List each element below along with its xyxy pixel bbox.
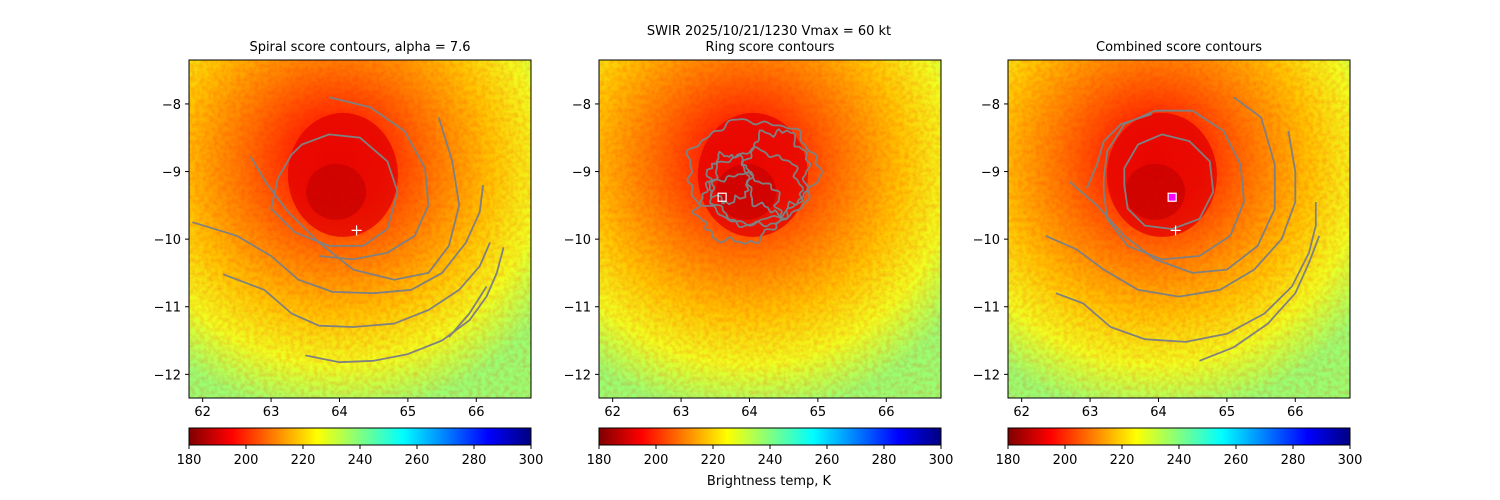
score-contour	[1199, 235, 1321, 362]
y-tick-label: −9	[572, 166, 591, 181]
x-tick-label: 66	[1287, 405, 1304, 420]
colorbar-tick-label: 260	[815, 453, 840, 468]
colorbar-tick-label: 300	[519, 453, 544, 468]
colorbar-tick-label: 180	[996, 453, 1021, 468]
colorbar-tick-label: 220	[701, 453, 726, 468]
score-contour	[249, 117, 461, 281]
colorbar-tick-label: 180	[177, 453, 202, 468]
panel-title: Ring score contours	[705, 40, 834, 55]
colorbar-tick-label: 240	[758, 453, 783, 468]
x-tick-label: 66	[468, 405, 485, 420]
suptitle: SWIR 2025/10/21/1230 Vmax = 60 kt	[647, 24, 891, 39]
score-contour	[1055, 202, 1317, 343]
colorbar-tick-label: 220	[1110, 453, 1135, 468]
colorbar-tick-label: 260	[1224, 453, 1249, 468]
x-tick-label: 63	[1082, 405, 1099, 420]
y-tick-label: −10	[564, 233, 591, 248]
score-contour	[741, 128, 812, 219]
axes-frame	[188, 59, 532, 399]
x-tick-label: 65	[400, 405, 417, 420]
x-tick-label: 64	[741, 405, 758, 420]
colorbar-tick-label: 240	[1167, 453, 1192, 468]
score-contour	[691, 170, 783, 245]
score-contour	[1045, 130, 1297, 298]
panel-title: Combined score contours	[1096, 40, 1262, 55]
colorbar-tick-label: 260	[405, 453, 430, 468]
x-tick-label: 65	[1219, 405, 1236, 420]
x-tick-label: 64	[331, 405, 348, 420]
colorbar-tick-label: 240	[348, 453, 373, 468]
x-tick-label: 62	[604, 405, 621, 420]
heatmap-texture	[189, 60, 531, 398]
y-tick-label: −11	[564, 301, 591, 316]
score-contour	[305, 247, 505, 364]
y-tick-label: −12	[154, 368, 181, 383]
score-contour	[222, 242, 491, 328]
y-tick-label: −9	[981, 166, 1000, 181]
y-tick-label: −11	[154, 301, 181, 316]
axes-frame	[1007, 59, 1351, 399]
colorbar	[1007, 427, 1351, 446]
score-contour	[705, 150, 755, 206]
score-contour	[318, 96, 430, 261]
center-square-marker	[1167, 192, 1177, 202]
y-tick-label: −9	[162, 166, 181, 181]
colorbar-tick-label: 300	[929, 453, 954, 468]
colorbar	[188, 427, 532, 446]
x-tick-label: 66	[878, 405, 895, 420]
panel-title: Spiral score contours, alpha = 7.6	[249, 40, 470, 55]
x-tick-label: 62	[1013, 405, 1030, 420]
colorbar-tick-label: 200	[644, 453, 669, 468]
x-tick-label: 65	[810, 405, 827, 420]
score-contour	[192, 184, 484, 295]
x-tick-label: 62	[194, 405, 211, 420]
y-tick-label: −12	[564, 368, 591, 383]
colorbar-tick-label: 280	[462, 453, 487, 468]
score-contour	[1123, 133, 1215, 230]
y-tick-label: −10	[973, 233, 1000, 248]
colorbar-tick-label: 200	[234, 453, 259, 468]
colorbar-tick-label: 280	[1281, 453, 1306, 468]
x-tick-label: 63	[263, 405, 280, 420]
colorbar	[598, 427, 942, 446]
panel-2: Ring score contours 62 63 64 65 66 −8 −9 −10 −11 −…	[564, 40, 954, 468]
y-tick-label: −11	[973, 301, 1000, 316]
y-tick-label: −10	[154, 233, 181, 248]
colorbar-tick-label: 180	[587, 453, 612, 468]
score-contour	[1085, 113, 1152, 189]
center-cross-marker	[1170, 225, 1181, 236]
axes-frame	[598, 59, 942, 399]
y-tick-label: −8	[572, 98, 591, 113]
y-tick-label: −8	[981, 98, 1000, 113]
center-cross-marker	[351, 225, 362, 236]
panel-1: Spiral score contours, alpha = 7.6 62 63 64…	[154, 40, 544, 468]
colorbar-tick-label: 200	[1053, 453, 1078, 468]
score-contour	[448, 286, 488, 338]
y-tick-label: −8	[162, 98, 181, 113]
center-square-marker	[717, 192, 727, 202]
panel-3: Combined score contours 62 63 64 65 66 −8 −9 −10…	[973, 40, 1363, 468]
score-contour	[270, 133, 399, 247]
colorbar-tick-label: 280	[872, 453, 897, 468]
colorbar-label: Brightness temp, K	[707, 474, 832, 489]
colorbar-tick-label: 300	[1338, 453, 1363, 468]
y-tick-label: −12	[973, 368, 1000, 383]
x-tick-label: 64	[1150, 405, 1167, 420]
x-tick-label: 63	[673, 405, 690, 420]
colorbar-tick-label: 220	[291, 453, 316, 468]
score-contour	[1069, 96, 1276, 274]
